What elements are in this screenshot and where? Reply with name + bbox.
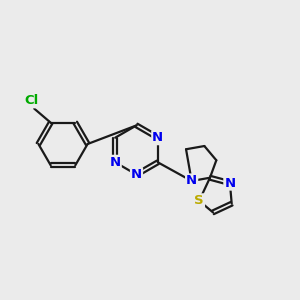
Text: S: S [194, 194, 204, 207]
Text: N: N [186, 175, 197, 188]
Text: N: N [131, 168, 142, 181]
Text: Cl: Cl [25, 94, 39, 107]
Text: N: N [152, 131, 164, 144]
Text: N: N [224, 177, 236, 190]
Text: N: N [110, 156, 121, 169]
